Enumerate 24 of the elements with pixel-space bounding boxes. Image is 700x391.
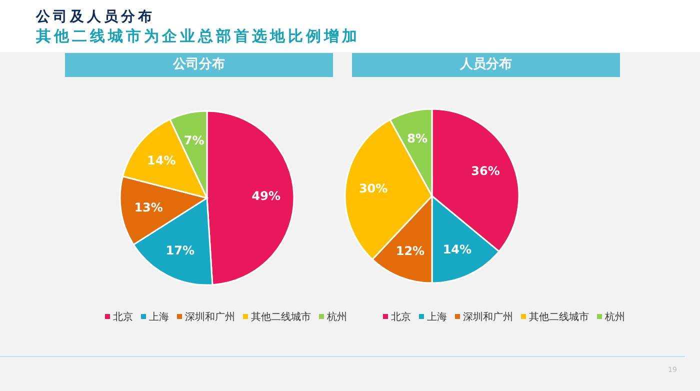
legend-label: 杭州 — [326, 311, 347, 323]
legend-label: 上海 — [149, 311, 169, 323]
data-label: 14% — [147, 153, 176, 168]
legend-label: 深圳和广州 — [463, 311, 513, 323]
data-label: 17% — [166, 244, 195, 258]
legend-label: 其他二线城市 — [529, 311, 589, 323]
legend-label: 杭州 — [604, 311, 625, 323]
data-label: 30% — [358, 182, 388, 196]
chart-title: 人员分布 — [352, 53, 620, 77]
legend-label: 其他二线城市 — [251, 311, 311, 323]
legend-label: 深圳和广州 — [185, 311, 235, 323]
legend-label: 上海 — [427, 311, 447, 323]
text: 其他二线城市为企业总部首选地比例增加 — [36, 27, 360, 46]
data-label: 49% — [252, 189, 280, 204]
data-label: 36% — [471, 164, 500, 178]
data-label: 8% — [407, 132, 428, 146]
legend-label: 北京 — [391, 311, 411, 323]
legend-label: 北京 — [113, 311, 133, 323]
data-label: 12% — [396, 244, 425, 258]
data-label: 13% — [134, 200, 163, 214]
chart-title: 公司分布 — [65, 53, 333, 77]
data-label: 14% — [442, 242, 472, 257]
data-label: 7% — [184, 133, 204, 148]
text: 公司及人员分布 — [36, 8, 155, 26]
